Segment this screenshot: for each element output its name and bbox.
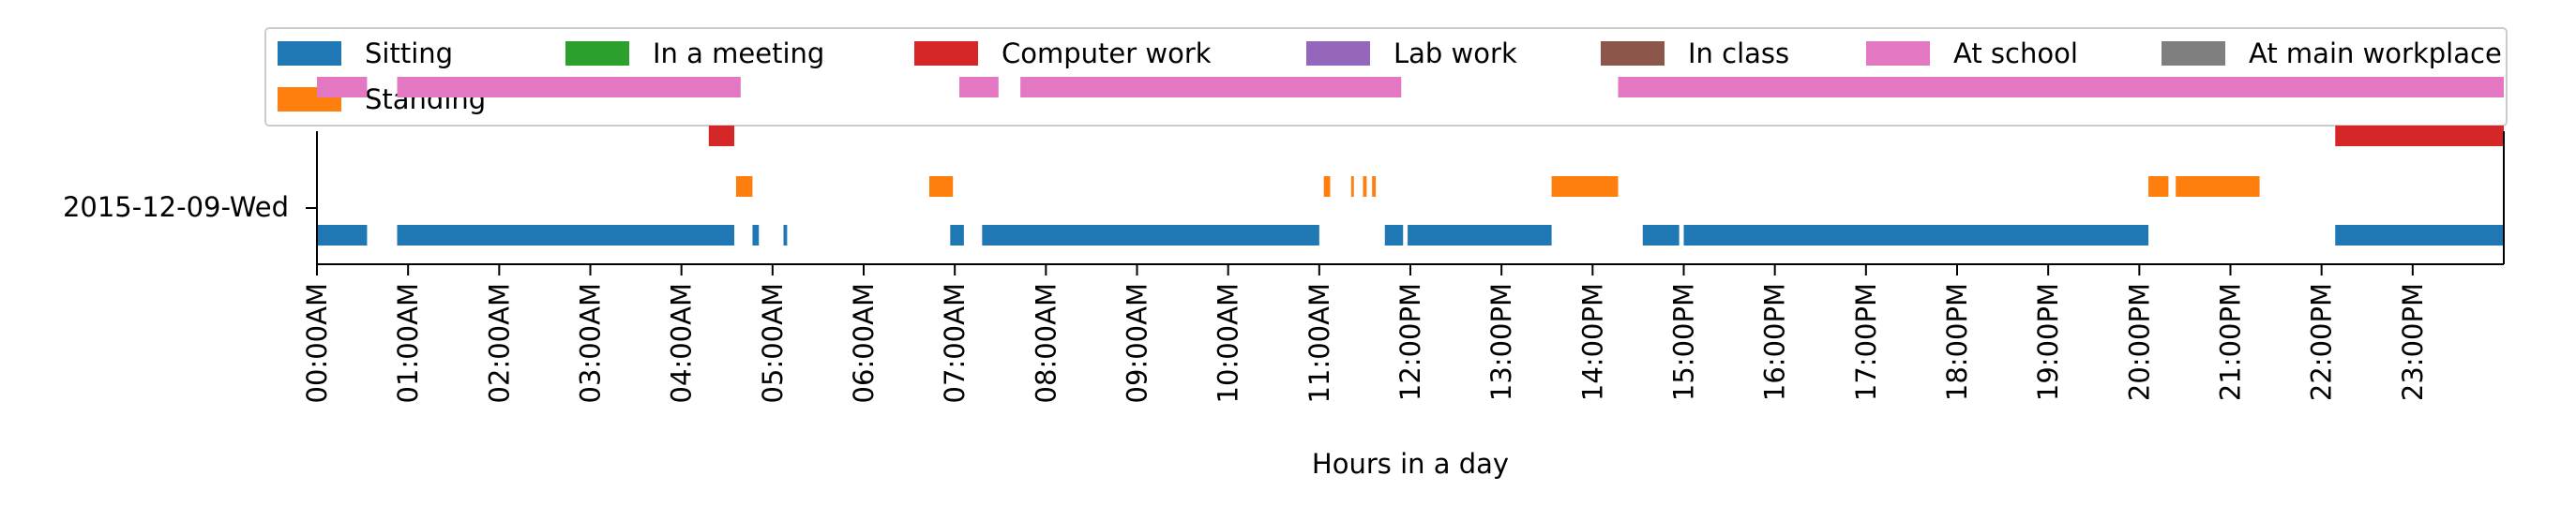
legend-item-sitting: Sitting xyxy=(278,37,453,69)
bar-standing-5 xyxy=(1372,176,1377,197)
series-computer-work xyxy=(708,126,2504,146)
bar-sitting-4 xyxy=(950,225,964,246)
x-tick-label-4: 04:00AM xyxy=(666,283,698,403)
bar-sitting-10 xyxy=(2335,225,2504,246)
legend-swatch-at-school xyxy=(1866,41,1930,66)
bar-standing-3 xyxy=(1350,176,1354,197)
axes: 00:00AM 01:00AM 02:00AM 03:00AM 04:00AM 05:00… xyxy=(301,131,2505,403)
x-tick-label-21: 21:00PM xyxy=(2215,283,2247,401)
x-tick-label-5: 05:00AM xyxy=(757,283,789,403)
x-tick-label-7: 07:00AM xyxy=(939,283,971,403)
x-tick-label-20: 20:00PM xyxy=(2123,283,2155,401)
legend-swatch-at-main-workplace xyxy=(2162,41,2225,66)
bar-standing-1 xyxy=(928,176,954,197)
bar-standing-0 xyxy=(735,176,753,197)
bar-sitting-5 xyxy=(982,225,1319,246)
x-tick-label-1: 01:00AM xyxy=(392,283,424,403)
legend-item-computer-work: Computer work xyxy=(914,37,1212,69)
legend-label-in-class: In class xyxy=(1688,37,1789,69)
series-standing xyxy=(735,176,2260,197)
legend-swatch-computer-work xyxy=(914,41,978,66)
bar-computer-work-0 xyxy=(708,126,735,146)
legend-label-at-main-workplace: At main workplace xyxy=(2249,37,2502,69)
x-tick-label-17: 17:00PM xyxy=(1850,283,1882,401)
x-tick-label-0: 00:00AM xyxy=(301,283,333,403)
legend-label-computer-work: Computer work xyxy=(1002,37,1212,69)
legend-label-sitting: Sitting xyxy=(365,37,453,69)
x-tick-label-6: 06:00AM xyxy=(848,283,880,403)
series-sitting xyxy=(317,225,2504,246)
bar-sitting-3 xyxy=(783,225,788,246)
bar-at-school-1 xyxy=(397,77,741,97)
x-tick-label-2: 02:00AM xyxy=(483,283,515,403)
x-tick-label-10: 10:00AM xyxy=(1213,283,1244,403)
bar-sitting-2 xyxy=(752,225,760,246)
bar-standing-2 xyxy=(1323,176,1331,197)
legend-swatch-lab-work xyxy=(1306,41,1370,66)
legend-item-at-school: At school xyxy=(1866,37,2078,69)
x-tick-label-15: 15:00PM xyxy=(1668,283,1700,401)
x-tick-label-18: 18:00PM xyxy=(1941,283,1973,401)
legend-swatch-sitting xyxy=(278,41,341,66)
bar-sitting-8 xyxy=(1642,225,1680,246)
bar-at-school-3 xyxy=(1020,77,1402,97)
bar-computer-work-1 xyxy=(2335,126,2504,146)
bar-standing-6 xyxy=(1551,176,1619,197)
x-tick-label-19: 19:00PM xyxy=(2032,283,2064,401)
x-axis-label: Hours in a day xyxy=(1312,448,1509,480)
x-tick-label-9: 09:00AM xyxy=(1122,283,1153,403)
bar-at-school-2 xyxy=(959,77,999,97)
legend-label-lab-work: Lab work xyxy=(1393,37,1517,69)
bar-sitting-9 xyxy=(1683,225,2149,246)
legend-item-lab-work: Lab work xyxy=(1306,37,1517,69)
x-tick-label-13: 13:00PM xyxy=(1485,283,1517,401)
bar-standing-7 xyxy=(2148,176,2169,197)
x-tick-label-12: 12:00PM xyxy=(1394,283,1426,401)
legend-item-in-a-meeting: In a meeting xyxy=(565,37,824,69)
bar-sitting-7 xyxy=(1408,225,1552,246)
legend-item-at-main-workplace: At main workplace xyxy=(2162,37,2502,69)
legend-label-at-school: At school xyxy=(1953,37,2078,69)
legend-swatch-in-class xyxy=(1601,41,1665,66)
bar-sitting-1 xyxy=(397,225,735,246)
y-category-label: 2015-12-09-Wed xyxy=(63,191,289,223)
bar-at-school-0 xyxy=(317,77,368,97)
x-tick-label-14: 14:00PM xyxy=(1576,283,1608,401)
bar-sitting-0 xyxy=(317,225,368,246)
bar-sitting-6 xyxy=(1384,225,1404,246)
x-tick-label-3: 03:00AM xyxy=(575,283,607,403)
x-tick-label-16: 16:00PM xyxy=(1759,283,1791,401)
x-tick-label-22: 22:00PM xyxy=(2306,283,2338,401)
series-at-school xyxy=(317,77,2504,97)
x-tick-label-23: 23:00PM xyxy=(2397,283,2429,401)
bar-at-school-4 xyxy=(1618,77,2504,97)
plot-area xyxy=(317,77,2504,246)
legend-label-in-a-meeting: In a meeting xyxy=(653,37,824,69)
x-tick-label-11: 11:00AM xyxy=(1303,283,1335,403)
bar-standing-8 xyxy=(2176,176,2260,197)
legend-swatch-in-a-meeting xyxy=(565,41,629,66)
x-tick-label-8: 08:00AM xyxy=(1030,283,1062,403)
bar-standing-4 xyxy=(1363,176,1367,197)
legend-item-in-class: In class xyxy=(1601,37,1789,69)
